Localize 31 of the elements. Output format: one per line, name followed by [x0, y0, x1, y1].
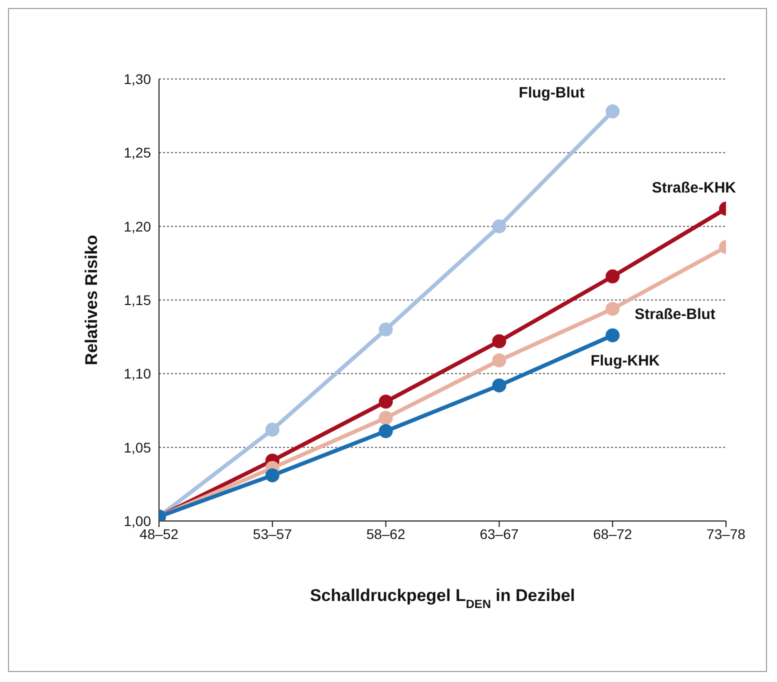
point [492, 334, 506, 348]
x-tick-label: 58–62 [366, 526, 406, 542]
y-tick-label: 1,25 [124, 144, 152, 161]
series-label: Straße-KHK [652, 180, 736, 197]
x-axis-title: Schalldruckpegel L$_{DEN}$ in Dezibel [310, 586, 576, 611]
x-tick-label: 68–72 [593, 526, 632, 542]
point [265, 468, 280, 482]
point [606, 302, 620, 316]
point [606, 328, 620, 342]
series-label: Straße-Blut [634, 306, 716, 323]
point [492, 378, 506, 392]
point [378, 424, 393, 438]
y-axis-title: Relatives Risiko [82, 234, 101, 366]
point [265, 422, 280, 437]
point [378, 410, 393, 425]
point [492, 219, 506, 234]
y-tick-label: 1,15 [124, 292, 152, 308]
point [606, 269, 620, 284]
point [492, 353, 506, 368]
y-tick-label: 1,05 [124, 439, 152, 456]
y-tick-label: 1,10 [124, 366, 152, 382]
point [378, 394, 393, 409]
x-tick-label: 73–78 [706, 526, 746, 542]
series-label: Flug-Blut [518, 84, 585, 102]
x-tick-label: 63–67 [480, 526, 519, 542]
point [606, 104, 620, 118]
y-tick-label: 1,20 [124, 218, 152, 234]
point [378, 322, 393, 336]
x-tick-label: 53–57 [252, 526, 292, 542]
series-label: Flug-KHK [590, 352, 660, 370]
y-tick-label: 1,30 [124, 70, 152, 87]
